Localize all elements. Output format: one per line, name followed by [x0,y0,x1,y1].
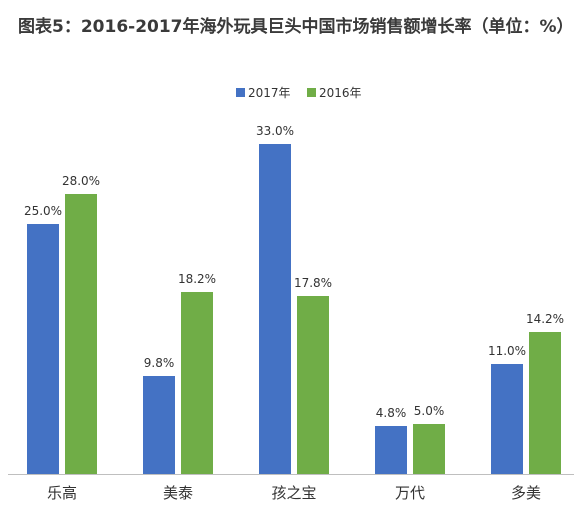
bar-2016-3 [413,424,445,474]
bar-2016-2 [297,296,329,474]
bar-2016-0 [65,194,97,474]
data-label-2017-3: 4.8% [376,406,407,420]
data-label-2016-0: 28.0% [62,174,100,188]
x-tick-label-2: 孩之宝 [271,484,316,502]
data-label-2016-2: 17.8% [294,276,332,290]
x-tick-labels-group: 乐高 美泰 孩之宝 万代 多美 [47,484,541,502]
legend-label-2016: 2016年 [319,86,362,100]
chart-title: 图表5：2016-2017年海外玩具巨头中国市场销售额增长率（单位：%） [18,17,574,37]
data-label-2017-1: 9.8% [144,356,175,370]
x-tick-label-1: 美泰 [163,484,193,502]
data-label-2016-4: 14.2% [526,312,564,326]
legend: 2017年 2016年 [236,86,362,100]
legend-swatch-2016 [307,88,316,97]
data-label-2017-4: 11.0% [488,344,526,358]
x-tick-label-4: 多美 [511,484,541,502]
legend-swatch-2017 [236,88,245,97]
bar-2017-2 [259,144,291,474]
bar-2016-1 [181,292,213,474]
data-label-2016-3: 5.0% [414,404,445,418]
data-labels-group: 25.0% 28.0% 9.8% 18.2% 33.0% 17.8% 4.8% 5.0% 11.… [24,124,564,420]
x-tick-label-0: 乐高 [47,484,77,502]
bar-2017-1 [143,376,175,474]
bar-2017-4 [491,364,523,474]
data-label-2017-2: 33.0% [256,124,294,138]
bar-2017-0 [27,224,59,474]
bar-2017-3 [375,426,407,474]
bars-group [27,144,561,474]
data-label-2017-0: 25.0% [24,204,62,218]
bar-2016-4 [529,332,561,474]
x-tick-label-3: 万代 [395,484,425,502]
legend-label-2017: 2017年 [248,86,291,100]
data-label-2016-1: 18.2% [178,272,216,286]
